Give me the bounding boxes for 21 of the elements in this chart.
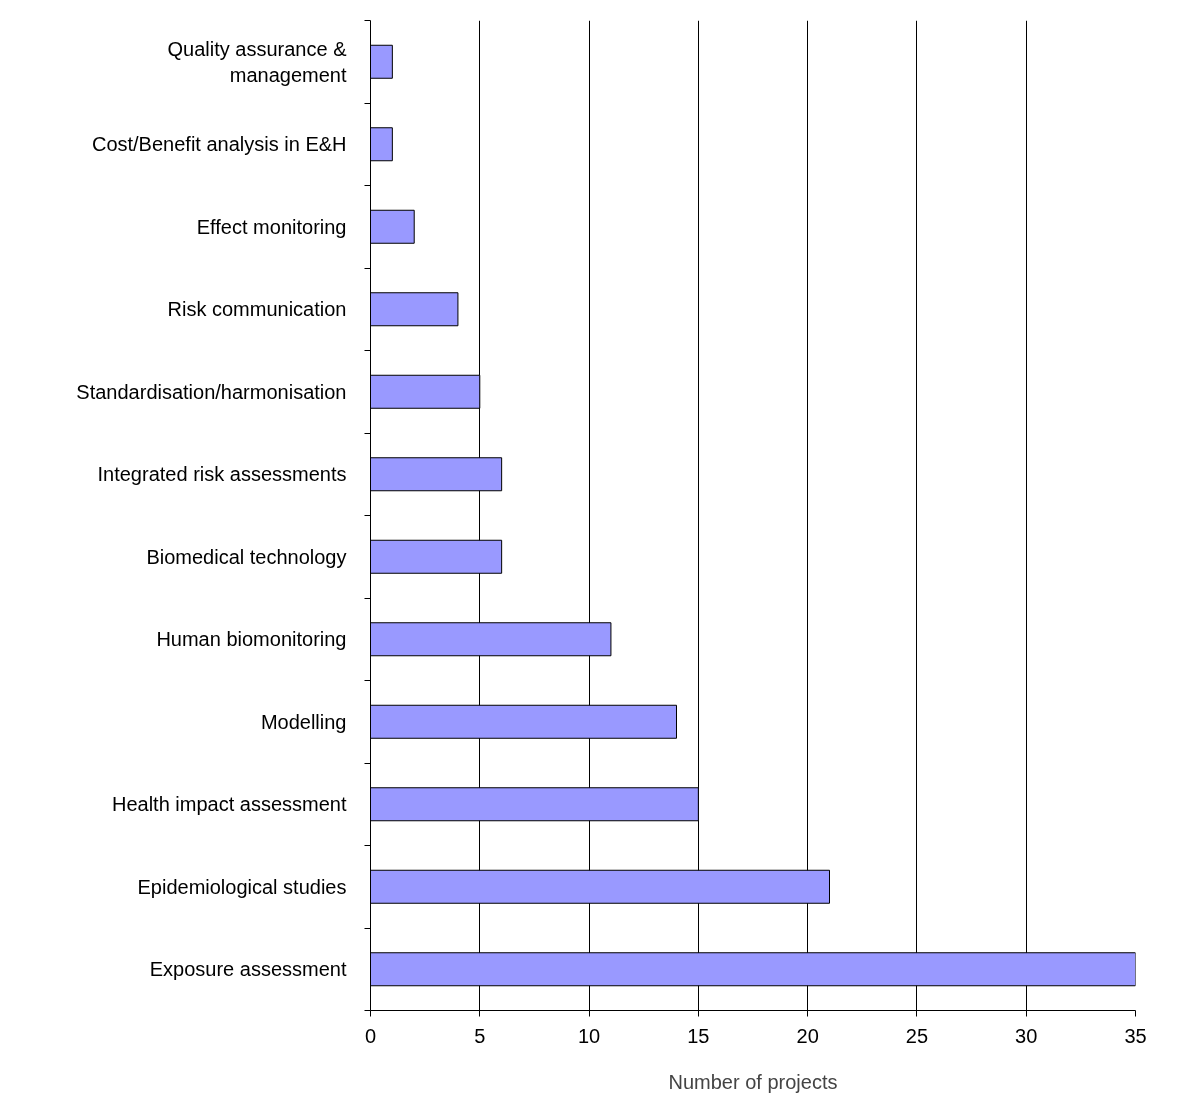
y-tick-label: Cost/Benefit analysis in E&H <box>91 133 347 156</box>
x-tick-label: 15 <box>687 1024 710 1047</box>
x-tick-label: 0 <box>364 1024 377 1047</box>
y-tick-label: Quality assurance & management <box>167 37 348 86</box>
y-tick-label: Human biomonitoring <box>156 628 347 651</box>
y-tick-label: Modelling <box>260 710 347 733</box>
x-tick-label: 20 <box>796 1024 819 1047</box>
y-tick-label: Standardisation/harmonisation <box>76 380 347 403</box>
y-tick-label: Biomedical technology <box>146 545 347 568</box>
y-tick-label: Exposure assessment <box>149 958 347 981</box>
x-tick-label: 5 <box>474 1024 486 1047</box>
y-tick-label: Effect monitoring <box>196 215 347 238</box>
x-tick-label: 30 <box>1015 1024 1038 1047</box>
x-tick-label: 35 <box>1124 1024 1147 1047</box>
x-tick-label: 10 <box>577 1024 601 1047</box>
y-tick-label: Integrated risk assessments <box>97 463 347 486</box>
x-tick-label: 25 <box>905 1024 929 1047</box>
y-tick-label: Risk communication <box>167 298 347 321</box>
x-axis-title: Number of projects <box>668 1070 838 1093</box>
y-tick-label: Health impact assessment <box>111 793 347 816</box>
y-tick-label: Epidemiological studies <box>137 875 347 898</box>
